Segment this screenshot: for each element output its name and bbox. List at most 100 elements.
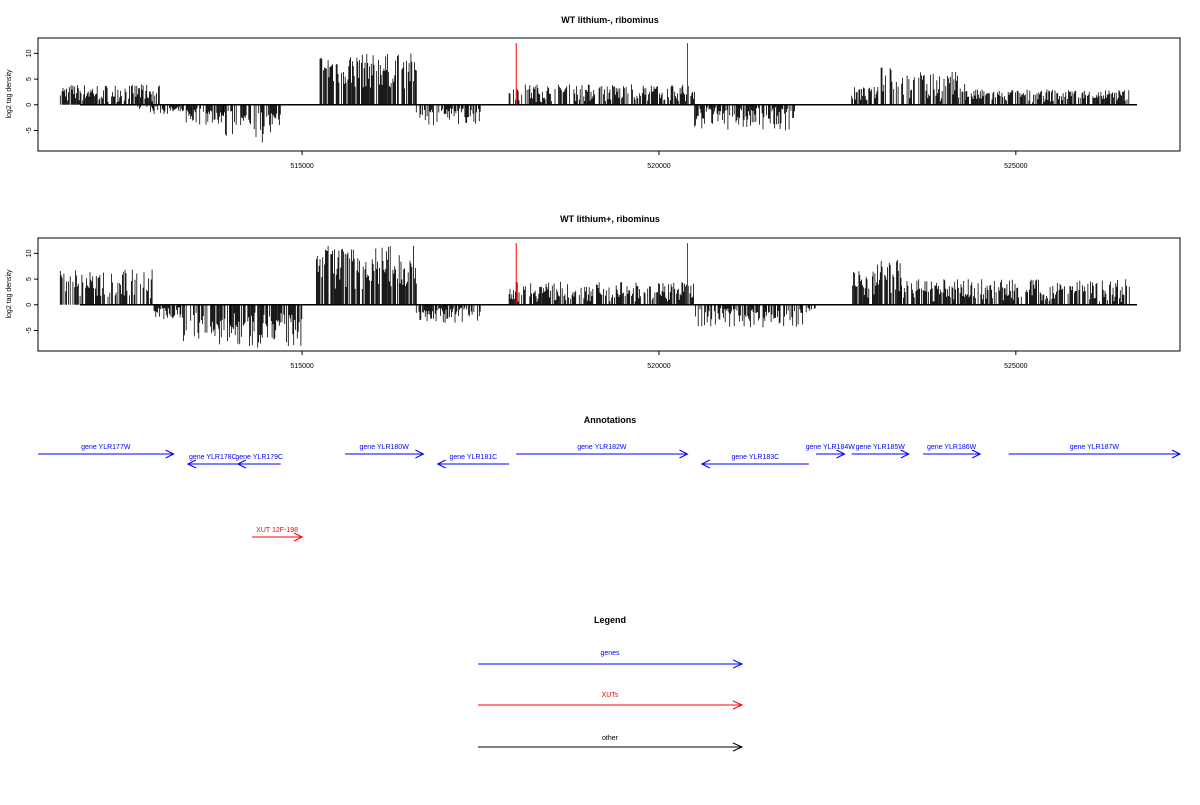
y-tick-label: -5 bbox=[26, 327, 33, 333]
plot-frame-lithium-plus bbox=[37, 237, 1181, 352]
feature-arrowhead bbox=[1171, 449, 1182, 459]
feature-label: gene YLR187W bbox=[1070, 444, 1120, 451]
feature-label: gene YLR181C bbox=[450, 454, 498, 461]
y-tick-label: -5 bbox=[26, 127, 33, 133]
feature-arrowhead bbox=[415, 449, 425, 459]
feature-gene-ylr186w: gene YLR186W bbox=[923, 444, 982, 459]
bar-segment-3 bbox=[223, 104, 281, 143]
bar-segment-2 bbox=[180, 304, 231, 345]
feature-arrowhead bbox=[436, 459, 446, 469]
bar-segment-4 bbox=[316, 245, 417, 305]
y-tick-label: 0 bbox=[26, 103, 33, 107]
density-bars bbox=[694, 104, 795, 131]
density-bars bbox=[316, 245, 417, 305]
x-tick-label: 515000 bbox=[290, 363, 313, 370]
density-bars bbox=[137, 104, 181, 115]
density-bars bbox=[895, 71, 966, 105]
track-title-lithium-plus: WT lithium+, ribominus bbox=[560, 214, 660, 224]
x-tick-label: 520000 bbox=[647, 163, 670, 170]
feature-label: gene YLR185W bbox=[856, 444, 906, 451]
feature-xut-12f-198: XUT 12F-198 bbox=[252, 527, 304, 542]
track-title-lithium-minus: WT lithium-, ribominus bbox=[561, 15, 659, 25]
density-bars bbox=[415, 104, 481, 126]
y-tick-label: 5 bbox=[26, 77, 33, 81]
density-bars bbox=[415, 304, 481, 323]
bar-segment-7 bbox=[695, 304, 816, 328]
feature-label: gene YLR178C bbox=[189, 454, 237, 461]
density-bars bbox=[319, 53, 417, 105]
bar-segment-3 bbox=[230, 304, 303, 348]
track-panel-lithium-minus: WT lithium-, ribominus log2 tag density … bbox=[6, 15, 1181, 170]
feature-arrowhead bbox=[971, 449, 982, 459]
axes-lithium-minus: -5 0 5 10 515000 520000 525000 bbox=[26, 49, 1137, 170]
feature-arrowhead bbox=[293, 532, 304, 542]
feature-arrowhead bbox=[900, 449, 910, 459]
feature-gene-ylr183c: gene YLR183C bbox=[700, 454, 809, 469]
bar-segment-6 bbox=[508, 84, 695, 105]
bar-segment-6 bbox=[508, 281, 694, 305]
feature-label: gene YLR177W bbox=[81, 444, 131, 451]
density-bars bbox=[223, 104, 281, 143]
bar-segment-8 bbox=[851, 87, 879, 105]
feature-gene-ylr181c: gene YLR181C bbox=[436, 454, 510, 469]
density-bars bbox=[508, 281, 694, 305]
density-bars bbox=[965, 89, 1130, 105]
density-bars bbox=[153, 304, 181, 320]
density-bars bbox=[508, 84, 695, 105]
x-tick-label: 515000 bbox=[290, 163, 313, 170]
bar-segment-8 bbox=[852, 271, 873, 305]
feature-label: gene YLR182W bbox=[577, 444, 627, 451]
density-bars bbox=[230, 304, 303, 348]
feature-gene-ylr184w: gene YLR184W bbox=[806, 444, 856, 459]
y-tick-label: 5 bbox=[26, 277, 33, 281]
y-tick-label: 10 bbox=[26, 249, 33, 257]
feature-label: gene YLR184W bbox=[806, 444, 856, 451]
density-bars-lithium-plus bbox=[59, 243, 1130, 348]
bar-segment-1 bbox=[153, 304, 181, 320]
feature-gene-ylr187w: gene YLR187W bbox=[1008, 444, 1182, 459]
legend-label-xuts: XUTs bbox=[602, 692, 619, 699]
feature-label: XUT 12F-198 bbox=[256, 527, 298, 534]
density-bars bbox=[872, 259, 902, 305]
bar-segment-4 bbox=[319, 53, 417, 105]
y-tick-label: 0 bbox=[26, 303, 33, 307]
bar-segment-10 bbox=[901, 279, 1130, 305]
bar-segment-9 bbox=[872, 259, 902, 305]
feature-arrowhead bbox=[836, 449, 846, 459]
legend-title: Legend bbox=[594, 615, 626, 625]
density-bars bbox=[901, 279, 1130, 305]
feature-gene-ylr179c: gene YLR179C bbox=[235, 454, 283, 469]
bar-segment-0 bbox=[59, 84, 160, 105]
x-tick-label: 520000 bbox=[647, 363, 670, 370]
density-bars bbox=[695, 304, 816, 328]
axes-lithium-plus: -5 0 5 10 515000 520000 525000 bbox=[26, 249, 1137, 370]
feature-label: gene YLR179C bbox=[235, 454, 283, 461]
legend-label-other: other bbox=[602, 735, 619, 742]
bar-segment-7 bbox=[694, 104, 795, 131]
legend-arrowhead-genes bbox=[732, 659, 744, 669]
annotations-title: Annotations bbox=[584, 415, 637, 425]
density-bars bbox=[880, 67, 895, 105]
bar-segment-2 bbox=[181, 104, 224, 125]
density-bars bbox=[59, 269, 153, 305]
density-bars bbox=[180, 304, 231, 345]
bar-segment-1 bbox=[137, 104, 181, 115]
density-bars bbox=[851, 87, 879, 105]
y-axis-label-lithium-plus: log2 tag density bbox=[6, 269, 13, 319]
density-bars bbox=[852, 271, 873, 305]
feature-gene-ylr177w: gene YLR177W bbox=[38, 444, 175, 459]
feature-arrowhead bbox=[700, 459, 711, 469]
bar-segment-9 bbox=[880, 67, 895, 105]
feature-label: gene YLR180W bbox=[360, 444, 410, 451]
feature-gene-ylr185w: gene YLR185W bbox=[851, 444, 910, 459]
feature-label: gene YLR183C bbox=[731, 454, 779, 461]
bar-segment-0 bbox=[59, 269, 153, 305]
plot-frame-lithium-minus bbox=[37, 37, 1181, 152]
x-tick-label: 525000 bbox=[1004, 163, 1027, 170]
bar-segment-5 bbox=[415, 304, 481, 323]
feature-gene-ylr180w: gene YLR180W bbox=[344, 444, 425, 459]
